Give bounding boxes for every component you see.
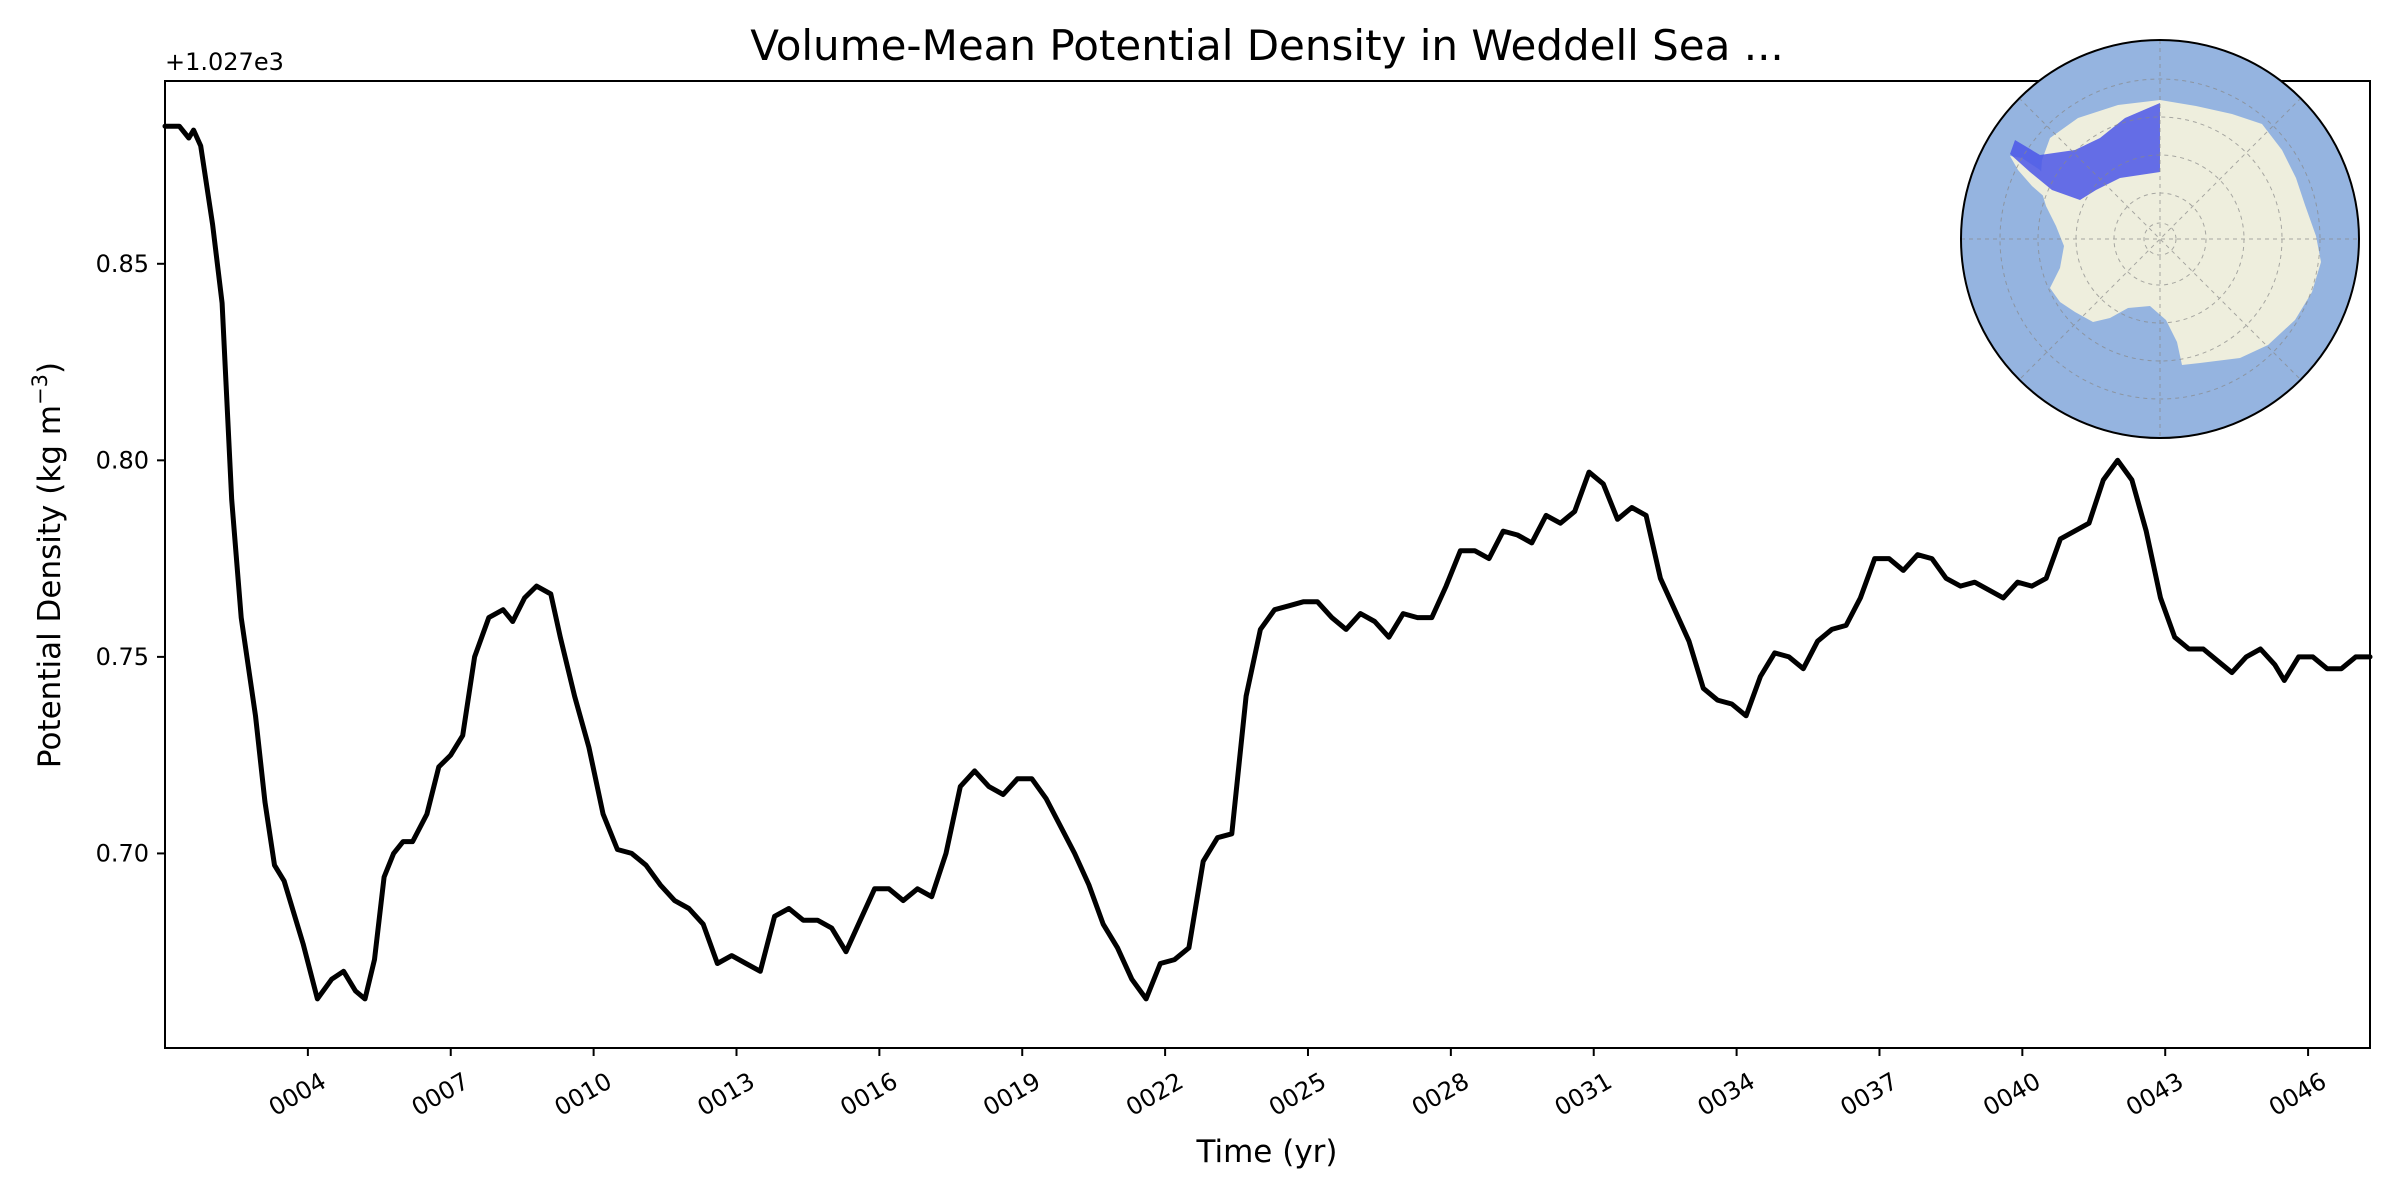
map-graticule [1961, 40, 2359, 438]
x-axis-label: Time (yr) [1196, 1134, 1338, 1170]
inset-map [1960, 39, 2360, 439]
plot-area [162, 123, 2373, 1002]
y-tick-label: 0.80 [96, 446, 149, 474]
y-axis-ticks: 0.70 0.75 0.80 0.85 [96, 250, 165, 867]
y-axis-label-main: Potential Density (kg m [32, 405, 68, 768]
inset-boundary [1960, 39, 2360, 439]
chart-title: Volume-Mean Potential Density in Weddell… [750, 21, 1784, 70]
series-line [162, 123, 2373, 1002]
y-tick-label: 0.75 [96, 643, 149, 671]
y-tick-label: 0.70 [96, 839, 149, 867]
y-offset-label: +1.027e3 [165, 48, 284, 76]
axes-frame [164, 80, 2371, 1049]
y-tick-label: 0.85 [96, 250, 149, 278]
weddell-sea-region [2010, 103, 2160, 200]
y-axis-label: Potential Density (kg m−3) [28, 362, 68, 768]
y-axis-label-exponent: −3 [28, 374, 52, 405]
y-axis-label-close: ) [32, 362, 68, 374]
